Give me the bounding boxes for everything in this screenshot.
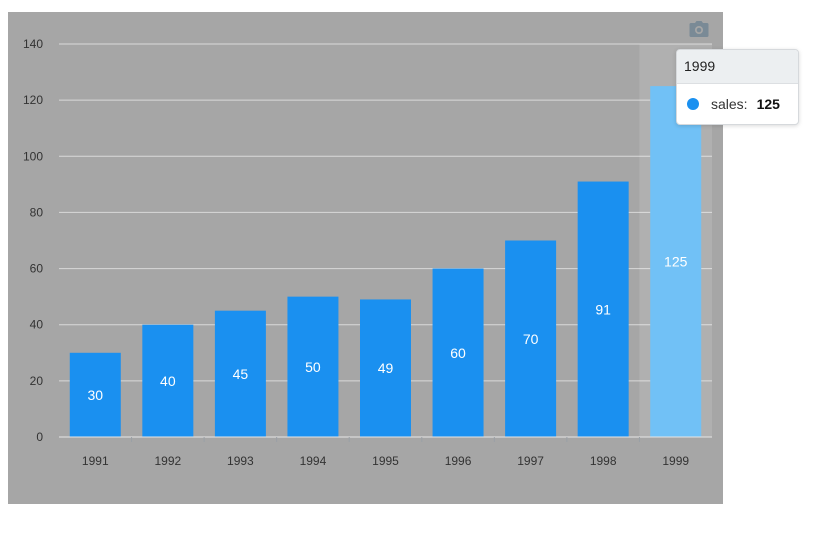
bar	[650, 86, 702, 437]
tooltip: 1999 sales: 125	[676, 49, 799, 125]
y-tick-label: 0	[36, 430, 43, 444]
y-tick-label: 20	[30, 374, 44, 388]
data-label: 49	[378, 360, 394, 376]
camera-icon[interactable]	[689, 20, 709, 38]
x-tick-label: 1998	[590, 454, 617, 468]
data-label: 40	[160, 373, 176, 389]
data-label: 50	[305, 359, 321, 375]
bar	[577, 181, 629, 437]
x-tick-label: 1995	[372, 454, 399, 468]
x-tick-label: 1991	[82, 454, 109, 468]
bar	[142, 324, 194, 437]
y-tick-label: 100	[23, 149, 43, 163]
data-labels: 30 40 45 50 49 60 70 91 125	[87, 254, 687, 403]
bar	[69, 352, 121, 437]
data-label: 70	[523, 331, 539, 347]
y-tick-label: 40	[30, 318, 44, 332]
data-label: 45	[233, 366, 249, 382]
x-tick-label: 1996	[445, 454, 472, 468]
bar	[360, 299, 411, 437]
series-marker-icon	[687, 98, 699, 110]
y-tick-label: 60	[30, 262, 44, 276]
x-tick-label: 1993	[227, 454, 254, 468]
y-tick-label: 120	[23, 93, 43, 107]
y-tick-label: 140	[23, 37, 43, 51]
y-tick-label: 80	[30, 205, 44, 219]
x-tick-label: 1992	[154, 454, 181, 468]
data-label: 30	[87, 387, 103, 403]
tooltip-value: 125	[756, 96, 780, 112]
tooltip-series-name: sales:	[711, 96, 748, 112]
data-label: 60	[450, 345, 466, 361]
bar	[287, 296, 339, 437]
chart-panel: 0 20 40 60 80 100 120 140 1991 1992 1993 1994 1995 19…	[8, 12, 723, 504]
data-label: 91	[595, 301, 611, 317]
bar	[432, 268, 484, 437]
x-tick-label: 1997	[517, 454, 544, 468]
tooltip-row: sales: 125	[677, 84, 798, 124]
bar	[505, 240, 557, 437]
x-tick-label: 1994	[300, 454, 327, 468]
bars	[69, 86, 702, 437]
data-label: 125	[664, 254, 688, 270]
bar-chart: 0 20 40 60 80 100 120 140 1991 1992 1993 1994 1995 19…	[23, 37, 712, 468]
x-tick-label: 1999	[662, 454, 689, 468]
tooltip-title: 1999	[677, 50, 798, 84]
axes: 0 20 40 60 80 100 120 140 1991 1992 1993 1994 1995 19…	[23, 37, 712, 468]
bar	[214, 310, 266, 437]
